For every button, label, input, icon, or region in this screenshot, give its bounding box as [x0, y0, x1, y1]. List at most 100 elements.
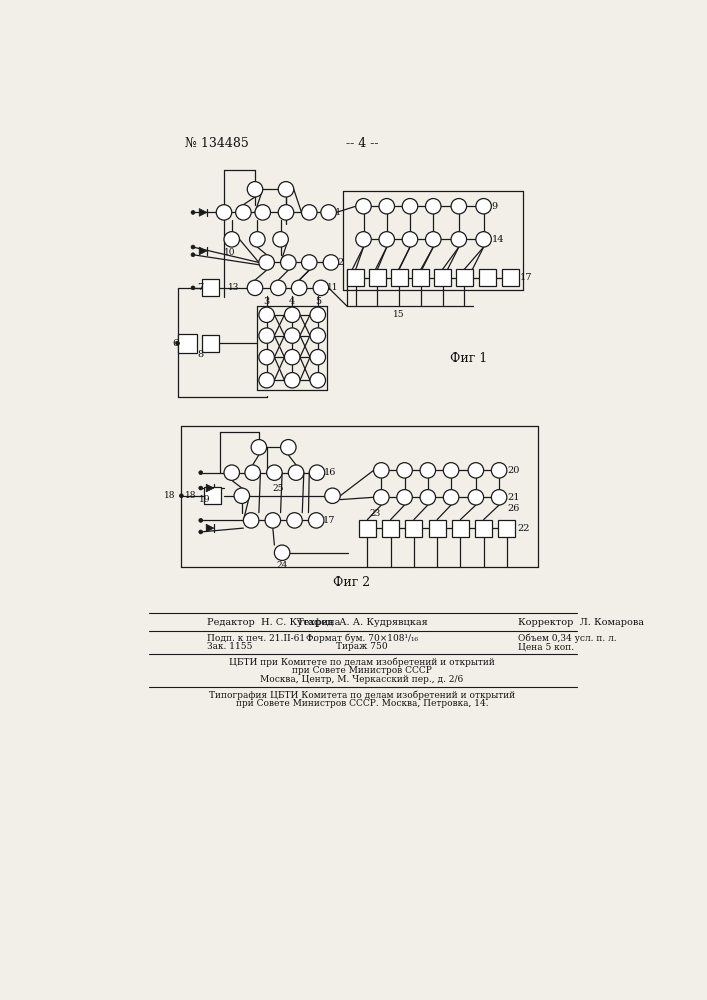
Circle shape [402, 232, 418, 247]
Circle shape [468, 490, 484, 505]
Text: 24: 24 [276, 561, 288, 570]
Text: Фиг 1: Фиг 1 [450, 352, 486, 365]
Bar [479, 269, 496, 286]
Circle shape [373, 490, 389, 505]
Circle shape [180, 494, 183, 498]
Text: 20: 20 [507, 466, 519, 475]
Circle shape [274, 545, 290, 560]
Text: -- 4 --: -- 4 -- [346, 137, 378, 150]
Bar [434, 269, 451, 286]
Circle shape [191, 286, 195, 290]
Text: 7: 7 [197, 283, 203, 292]
Circle shape [259, 349, 274, 365]
Text: 18: 18 [185, 491, 197, 500]
Circle shape [491, 490, 507, 505]
Circle shape [250, 232, 265, 247]
Circle shape [279, 182, 293, 197]
Circle shape [402, 199, 418, 214]
Circle shape [284, 373, 300, 388]
Text: Москва, Центр, М. Черкасский пер., д. 2/6: Москва, Центр, М. Черкасский пер., д. 2/… [260, 675, 464, 684]
Circle shape [420, 490, 436, 505]
Text: 25: 25 [272, 484, 284, 493]
Text: 2: 2 [337, 258, 344, 267]
Circle shape [245, 465, 260, 480]
Text: 5: 5 [315, 297, 321, 306]
Text: 22: 22 [518, 524, 530, 533]
Circle shape [291, 280, 307, 296]
Circle shape [356, 232, 371, 247]
Circle shape [310, 307, 325, 323]
Circle shape [259, 373, 274, 388]
Circle shape [420, 463, 436, 478]
Bar [452, 520, 469, 537]
Circle shape [308, 513, 324, 528]
Polygon shape [206, 484, 214, 492]
Text: при Совете Министров СССР: при Совете Министров СССР [292, 666, 432, 675]
Bar [391, 269, 408, 286]
Text: Корректор  Л. Комарова: Корректор Л. Комарова [518, 618, 645, 627]
Circle shape [379, 199, 395, 214]
Circle shape [443, 490, 459, 505]
Circle shape [191, 253, 195, 257]
Circle shape [310, 328, 325, 343]
Circle shape [199, 471, 203, 475]
Circle shape [247, 182, 263, 197]
Circle shape [313, 280, 329, 296]
Text: 11: 11 [327, 283, 339, 292]
Text: 3: 3 [264, 297, 270, 306]
Circle shape [443, 463, 459, 478]
Text: ЦБТИ при Комитете по делам изобретений и открытий: ЦБТИ при Комитете по делам изобретений и… [229, 657, 495, 667]
Circle shape [265, 513, 281, 528]
Bar [412, 269, 429, 286]
Circle shape [281, 255, 296, 270]
Bar [382, 520, 399, 537]
Circle shape [310, 349, 325, 365]
Circle shape [199, 486, 203, 490]
Bar [204, 487, 221, 504]
Bar [456, 269, 473, 286]
Circle shape [224, 232, 240, 247]
Circle shape [281, 440, 296, 455]
Circle shape [301, 205, 317, 220]
Polygon shape [199, 209, 207, 216]
Text: Редактор  Н. С. Кутафина: Редактор Н. С. Кутафина [207, 618, 340, 627]
Bar [428, 520, 445, 537]
Circle shape [321, 205, 337, 220]
Circle shape [251, 440, 267, 455]
Circle shape [284, 307, 300, 323]
Text: Подп. к печ. 21.II-61 г.: Подп. к печ. 21.II-61 г. [207, 634, 315, 643]
Circle shape [323, 255, 339, 270]
Circle shape [255, 205, 271, 220]
Text: 10: 10 [224, 248, 236, 257]
Circle shape [476, 199, 491, 214]
Bar [502, 269, 519, 286]
Text: при Совете Министров СССР. Москва, Петровка, 14.: при Совете Министров СССР. Москва, Петро… [235, 699, 489, 708]
Circle shape [325, 488, 340, 503]
Circle shape [216, 205, 232, 220]
Circle shape [235, 205, 251, 220]
Circle shape [284, 328, 300, 343]
Text: 4: 4 [289, 297, 296, 306]
Text: 19: 19 [199, 495, 211, 504]
Text: Фиг 2: Фиг 2 [333, 576, 370, 588]
Circle shape [175, 341, 180, 345]
Text: 18: 18 [165, 491, 176, 500]
Text: Цена 5 коп.: Цена 5 коп. [518, 642, 575, 651]
Text: 21: 21 [507, 493, 520, 502]
Text: 9: 9 [491, 202, 498, 211]
Circle shape [397, 490, 412, 505]
Circle shape [199, 530, 203, 534]
Text: 15: 15 [393, 310, 405, 319]
Bar [202, 335, 219, 352]
Circle shape [356, 199, 371, 214]
Bar [178, 334, 197, 353]
Circle shape [191, 245, 195, 249]
Circle shape [397, 463, 412, 478]
Bar [202, 279, 219, 296]
Circle shape [426, 199, 441, 214]
Circle shape [451, 199, 467, 214]
Polygon shape [206, 524, 214, 532]
Circle shape [234, 488, 250, 503]
Text: 14: 14 [491, 235, 504, 244]
Text: 26: 26 [507, 504, 519, 513]
